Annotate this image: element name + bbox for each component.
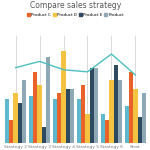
Bar <box>42 128 46 143</box>
Bar <box>90 68 94 143</box>
Bar <box>101 114 105 143</box>
Bar <box>105 120 109 143</box>
Bar <box>29 96 33 143</box>
Bar <box>81 85 85 143</box>
Bar <box>118 80 122 143</box>
Bar <box>109 80 114 143</box>
Bar <box>33 72 38 143</box>
Bar <box>85 114 90 143</box>
Bar <box>70 89 74 143</box>
Bar <box>66 89 70 143</box>
Bar <box>77 99 81 143</box>
Bar <box>94 68 98 143</box>
Bar <box>133 89 138 143</box>
Title: Compare sales strategy: Compare sales strategy <box>30 1 121 10</box>
Bar <box>18 103 22 143</box>
Bar <box>14 93 18 143</box>
Bar <box>53 99 57 143</box>
Bar <box>5 99 9 143</box>
Bar <box>38 85 42 143</box>
Bar <box>57 93 61 143</box>
Bar <box>46 57 50 143</box>
Bar <box>138 117 142 143</box>
Bar <box>114 64 118 143</box>
Bar <box>61 51 66 143</box>
Legend: Product C, Product D, Product E, Product: Product C, Product D, Product E, Product <box>26 12 125 19</box>
Bar <box>142 93 146 143</box>
Bar <box>9 120 14 143</box>
Bar <box>129 72 133 143</box>
Bar <box>125 106 129 143</box>
Bar <box>22 80 26 143</box>
